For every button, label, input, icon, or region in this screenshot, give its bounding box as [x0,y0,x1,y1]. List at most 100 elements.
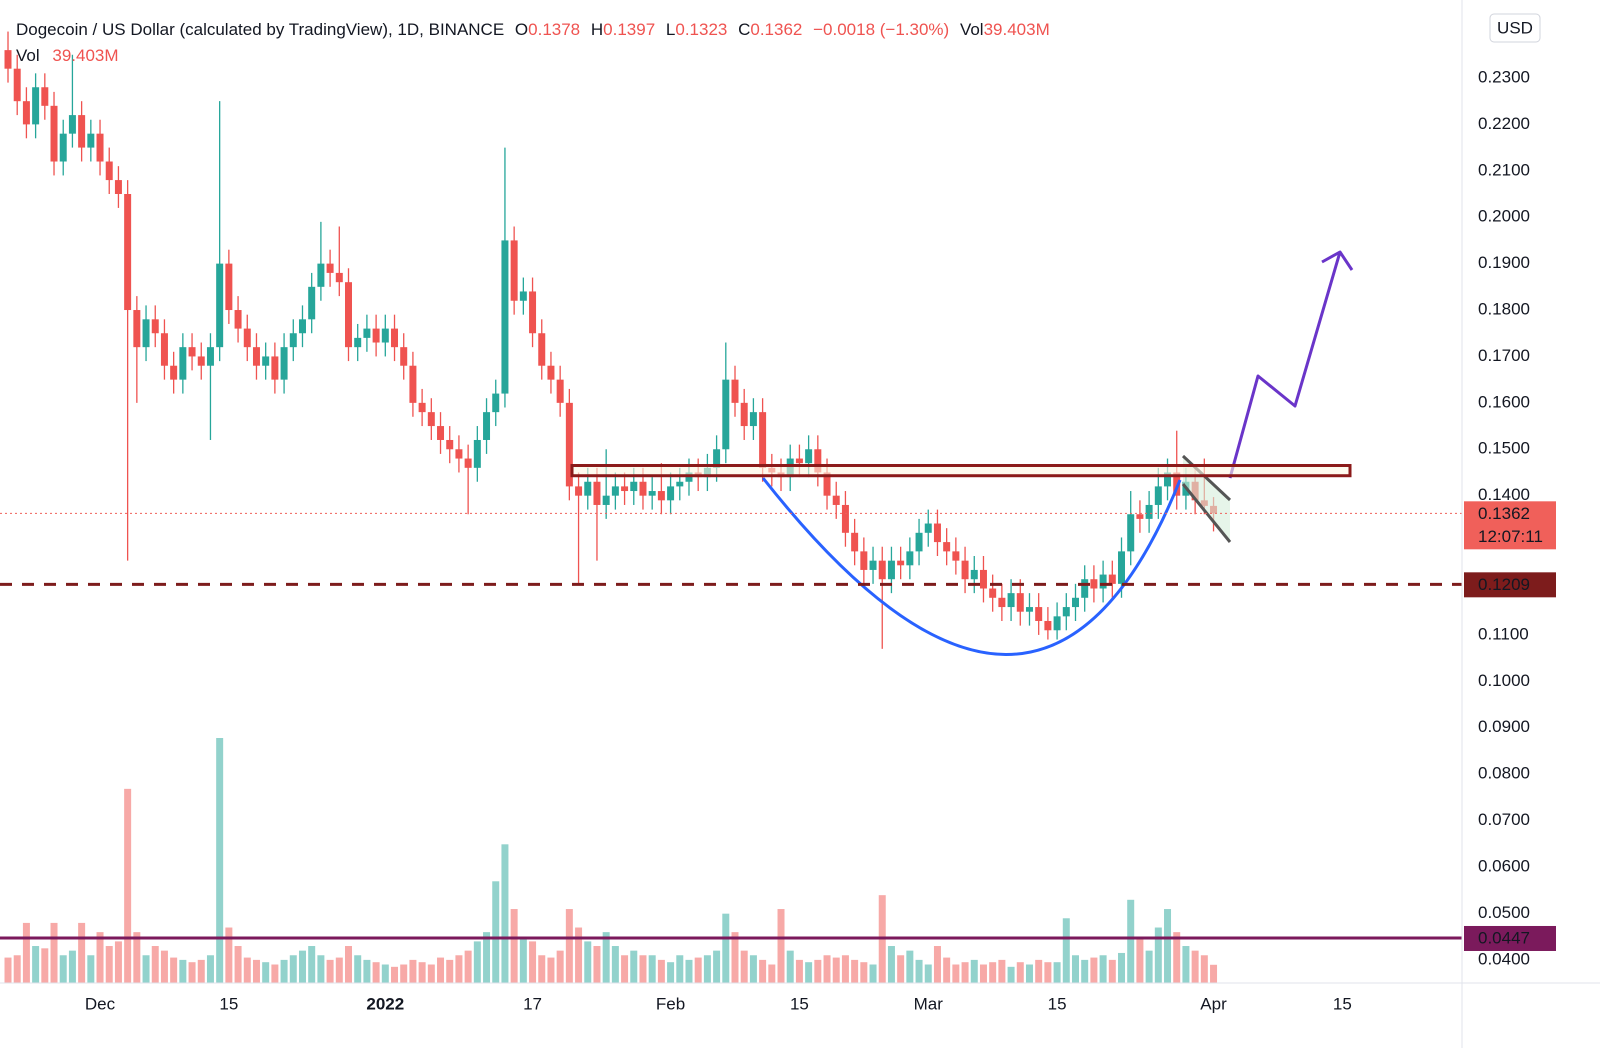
o-value: 0.1378 [528,20,580,39]
volume-bar [887,946,895,983]
candle-body [795,458,803,464]
volume-bar [179,959,187,983]
volume-bar [409,959,417,983]
volume-bar [1164,909,1172,983]
volume-bar [1200,955,1208,983]
candle-body [970,569,978,580]
candle-body [805,449,813,464]
volume-bar [630,950,638,983]
x-tick-label: 15 [1333,994,1352,1013]
volume-bar [731,932,739,983]
y-tick-label: 0.1000 [1478,671,1530,690]
volume-bar [575,927,583,983]
candle-body [510,240,518,301]
y-tick-label: 0.1400 [1478,485,1530,504]
volume-bar [777,909,785,983]
volume-bar [133,932,141,983]
currency[interactable]: USD [1497,18,1533,37]
candle-body [50,105,58,162]
candle-body [887,560,895,580]
candle-body [1007,593,1015,608]
currency-button[interactable] [1489,13,1541,43]
h-key: H [591,20,603,39]
volume-bar [391,966,399,983]
candle-body [87,133,95,148]
volume-bar [961,962,969,983]
y-tick-label: 0.0800 [1478,764,1530,783]
candle-body [4,50,12,69]
price-tag [1464,925,1556,951]
volume-bar [538,955,546,983]
candle-body [713,449,721,468]
c-key: C [738,20,750,39]
volume-bar [1099,955,1107,983]
candle-body [243,328,251,348]
candle-body [952,551,960,561]
candle-body [1108,574,1116,584]
c-value: 0.1362 [750,20,802,39]
volume-bar [59,955,67,983]
volume-bar [805,962,813,983]
price-tag [1464,572,1556,598]
volume-bar [639,955,647,983]
volume-bar [1062,918,1070,983]
candle-body [538,333,546,366]
candle-body [1118,551,1126,584]
volume-bar [759,959,767,983]
volume-bar [105,946,113,983]
volume-bar [1016,962,1024,983]
volume-bar [206,955,214,983]
candle-body [400,347,408,366]
candle-body [915,532,923,552]
vol-key: Vol [960,20,984,39]
candle-body [593,481,601,505]
candle-body [878,560,886,580]
volume-bar [722,913,730,983]
candle-body [814,449,822,473]
candle-body [1090,579,1098,589]
candle-body [492,393,500,413]
candle-body [216,263,224,348]
y-tick-label: 0.0600 [1478,856,1530,875]
y-tick-label: 0.2200 [1478,114,1530,133]
candle-body [1025,607,1033,612]
candle-body [1081,579,1089,598]
candle-body [519,291,527,301]
vol-legend-value: 39.403M [52,46,118,65]
volume-bar [906,950,914,983]
candle-body [1044,620,1052,631]
volume-bar [1007,966,1015,983]
candle-body [1164,472,1172,487]
x-tick-label: 15 [219,994,238,1013]
candle-body [602,495,610,505]
volume-bar [1090,957,1098,983]
vol-legend-key: Vol [16,46,40,65]
volume-bar [924,964,932,983]
vol-value: 39.403M [984,20,1050,39]
l-value: 0.1323 [675,20,727,39]
volume-bar [1035,959,1043,983]
resistance-zone [570,464,1352,478]
volume-bar [335,957,343,983]
volume-bar [989,962,997,983]
candle-body [124,194,132,311]
volume-bar [170,957,178,983]
x-tick-label: 17 [523,994,542,1013]
volume-bar [602,932,610,983]
volume-bar [970,959,978,983]
volume-bar [565,909,573,983]
volume-bar [1191,950,1199,983]
x-tick-label: 15 [790,994,809,1013]
volume-bar [160,950,168,983]
candle-body [345,282,352,348]
volume-bar [740,950,748,983]
volume-bar [1118,952,1126,983]
candle-body [841,504,849,533]
candle-body [68,115,76,134]
candle-body [1035,607,1043,621]
volume-bar [676,955,684,983]
candle-body [455,449,463,459]
candle-body [529,291,537,334]
volume-bar [78,922,86,983]
